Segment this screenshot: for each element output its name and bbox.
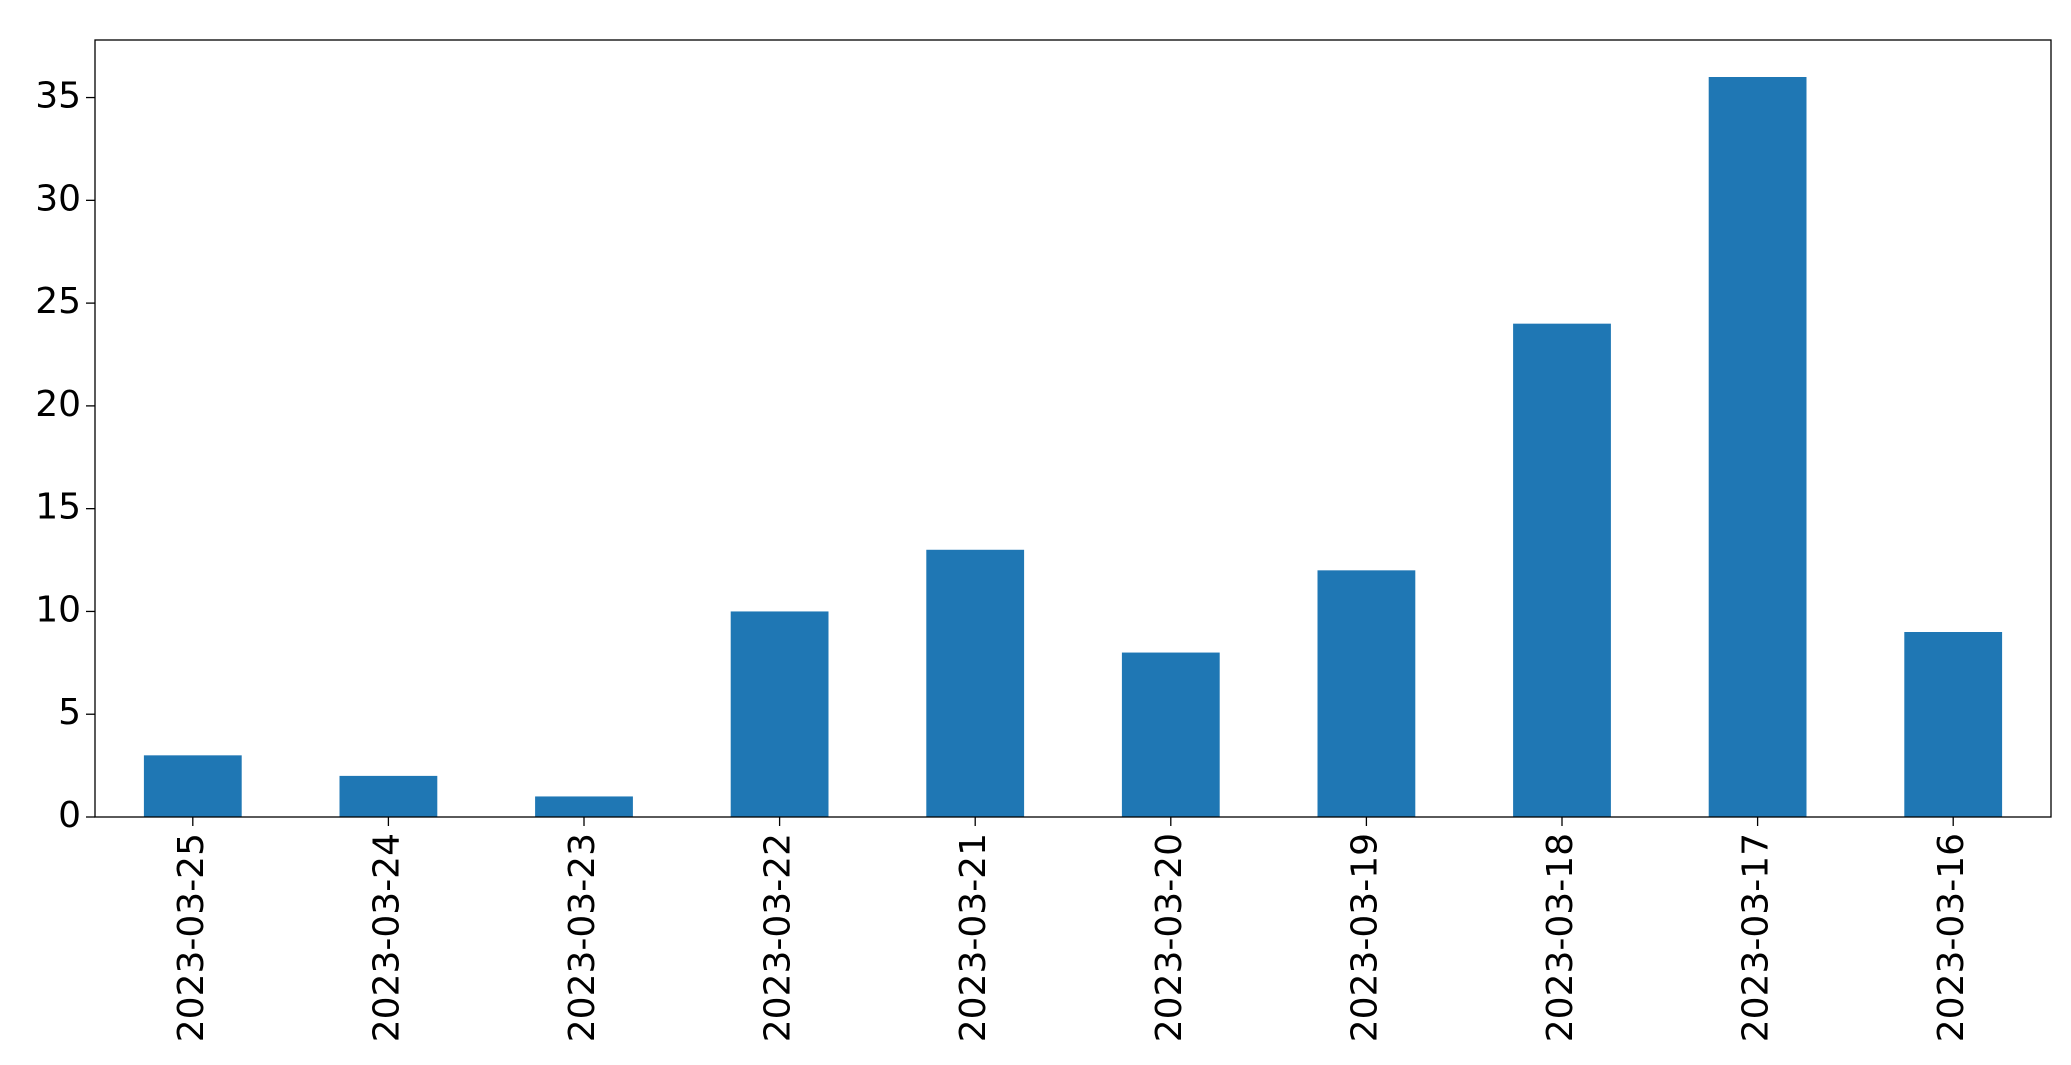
x-tick-label: 2023-03-22 bbox=[758, 833, 799, 1042]
bar bbox=[1317, 570, 1416, 817]
bar bbox=[926, 549, 1025, 817]
plot-frame bbox=[94, 39, 2052, 818]
x-tick-label: 2023-03-21 bbox=[953, 833, 994, 1042]
bar bbox=[1904, 632, 2003, 817]
bar bbox=[339, 775, 438, 817]
bar bbox=[730, 611, 829, 817]
x-tick-label: 2023-03-20 bbox=[1149, 833, 1190, 1042]
y-tick-label: 20 bbox=[35, 384, 81, 425]
bar bbox=[1708, 77, 1807, 817]
y-tick-label: 5 bbox=[58, 692, 81, 733]
x-tick-label: 2023-03-18 bbox=[1540, 833, 1581, 1042]
bar bbox=[143, 755, 242, 817]
y-tick-label: 15 bbox=[35, 487, 81, 528]
y-tick-label: 25 bbox=[35, 281, 81, 322]
bar bbox=[1121, 652, 1220, 817]
x-tick-label: 2023-03-25 bbox=[171, 833, 212, 1042]
y-tick-label: 35 bbox=[35, 76, 81, 117]
bar bbox=[1513, 323, 1611, 817]
y-tick-label: 10 bbox=[35, 589, 81, 630]
x-tick-label: 2023-03-19 bbox=[1344, 833, 1385, 1042]
x-tick-label: 2023-03-17 bbox=[1736, 833, 1777, 1042]
y-tick-label: 0 bbox=[58, 795, 81, 836]
x-tick-label: 2023-03-23 bbox=[562, 833, 603, 1042]
x-tick-label: 2023-03-24 bbox=[366, 833, 407, 1042]
x-tick-label: 2023-03-16 bbox=[1931, 833, 1972, 1042]
bar bbox=[535, 796, 633, 817]
y-tick-label: 30 bbox=[35, 178, 81, 219]
